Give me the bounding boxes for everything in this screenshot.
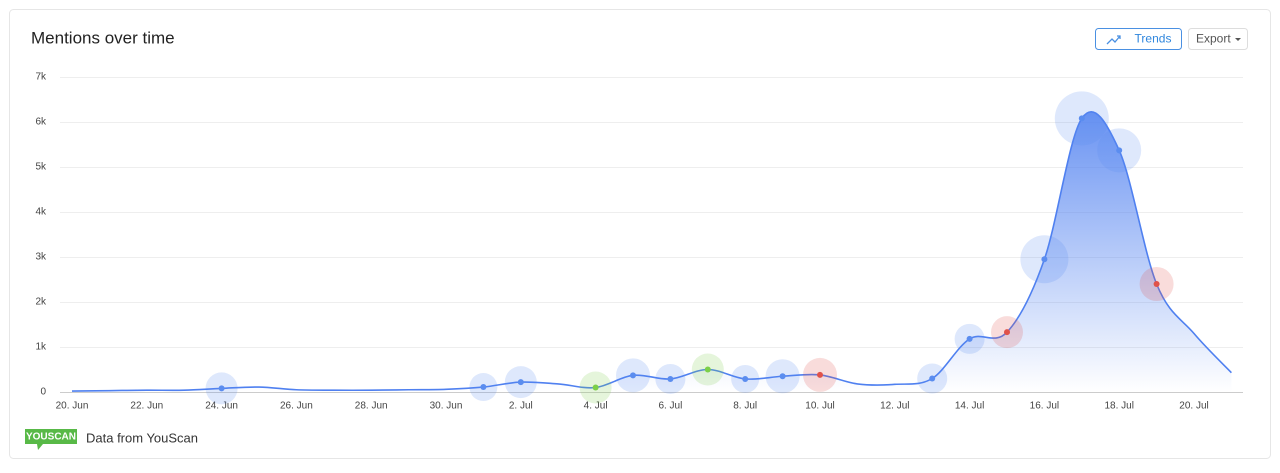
area (72, 111, 1232, 392)
y-tick-label: 5k (35, 162, 47, 173)
y-tick-label: 2k (35, 297, 47, 308)
point (1078, 115, 1085, 122)
y-tick-label: 4k (35, 207, 47, 218)
point (592, 384, 599, 391)
x-tick-label: 14. Jul (955, 401, 984, 412)
x-tick-label: 6. Jul (658, 401, 682, 412)
point (667, 375, 674, 382)
logo: YOUSCAN (26, 432, 76, 443)
x-tick-label: 12. Jul (880, 401, 909, 412)
x-tick-label: 28. Jun (355, 401, 388, 412)
point (966, 335, 973, 342)
export-button[interactable]: Export (1188, 28, 1248, 50)
trends-label: Trends (1135, 32, 1172, 46)
x-tick-label: 26. Jun (280, 401, 313, 412)
x-tick-label: 2. Jul (509, 401, 533, 412)
x-tick-label: 30. Jun (430, 401, 463, 412)
x-tick-label: 4. Jul (584, 401, 608, 412)
x-tick-label: 10. Jul (805, 401, 834, 412)
x-tick-label: 16. Jul (1030, 401, 1059, 412)
x-tick-label: 20. Jul (1179, 401, 1208, 412)
source-note: Data from YouScan (86, 430, 198, 445)
point (1004, 329, 1010, 336)
y-tick-label: 0 (40, 387, 46, 398)
card-border (9, 9, 1271, 459)
y-tick-label: 6k (35, 117, 47, 128)
x-tick-label: 22. Jun (130, 401, 163, 412)
export-label: Export (1196, 32, 1231, 46)
trends-button[interactable]: Trends (1095, 28, 1182, 50)
point (817, 371, 823, 378)
point (218, 385, 225, 392)
y-tick-label: 3k (35, 252, 47, 263)
y-tick-label: 1k (35, 342, 47, 353)
y-tick-label: 7k (35, 72, 47, 83)
point (1153, 281, 1160, 287)
point (1041, 256, 1048, 263)
point (480, 384, 487, 391)
point (704, 366, 711, 373)
x-tick-label: 8. Jul (733, 401, 757, 412)
point (779, 373, 786, 380)
point (929, 375, 936, 382)
point (1116, 147, 1123, 154)
plot: 0 1k 2k 3k 4k 5k 6k 7k 20. Jun 22. Jun 24. Jun 26. … (35, 72, 1243, 412)
point (517, 379, 524, 386)
x-tick-label: 20. Jun (56, 401, 89, 412)
x-tick-label: 18. Jul (1104, 401, 1133, 412)
footer: YOUSCAN Data from YouScan (25, 429, 198, 450)
x-tick-label: 24. Jun (205, 401, 238, 412)
point (630, 372, 636, 379)
chart-title: Mentions over time (31, 28, 175, 47)
point (742, 375, 749, 382)
